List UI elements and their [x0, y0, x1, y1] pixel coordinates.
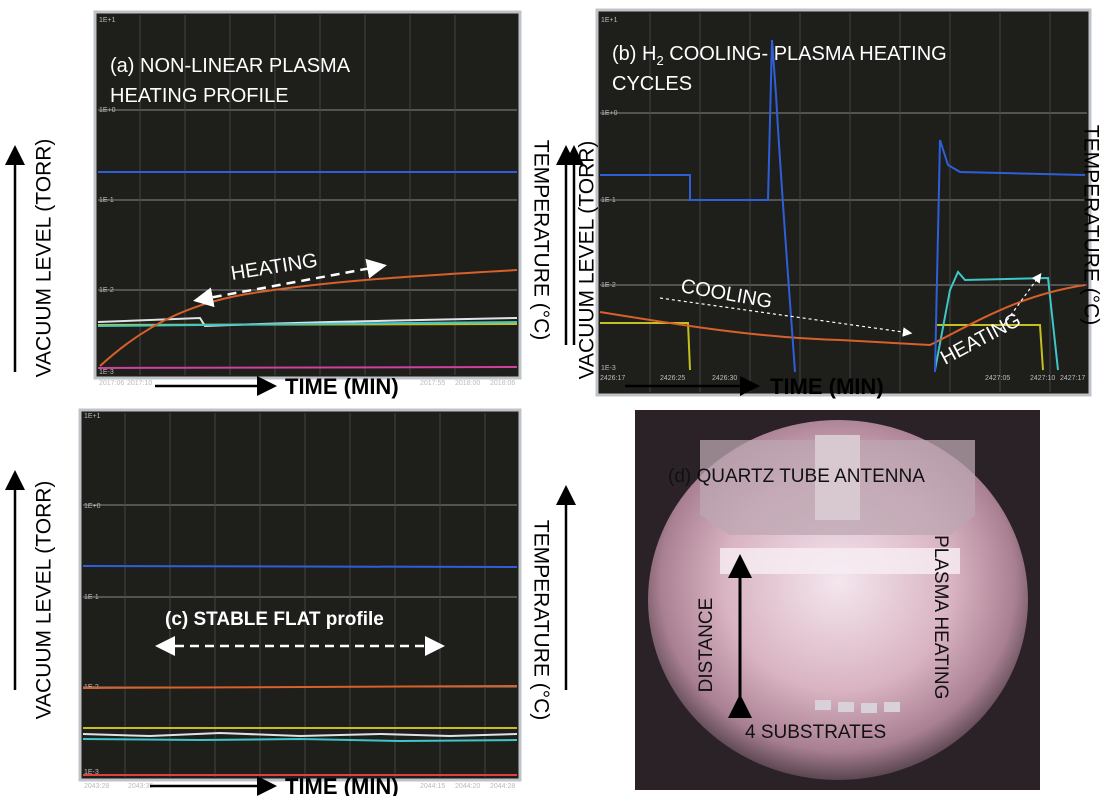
x-tick-label: 2426:17 [600, 375, 625, 382]
y2-axis-label: TEMPERATURE (°C) [529, 140, 552, 341]
x-tick-label: 2044:15 [420, 783, 445, 790]
panel-title: CYCLES [612, 73, 692, 95]
x-tick-label: 2426:30 [712, 375, 737, 382]
x-tick-label: 2044:28 [490, 783, 515, 790]
panel-title: (a) NON-LINEAR PLASMA [110, 55, 351, 77]
x-tick-label: 2427:17 [1060, 375, 1085, 382]
panel-title: HEATING PROFILE [110, 85, 289, 107]
y-tick-label: 1E-3 [601, 365, 616, 372]
figure: 1E+1 1E+0 1E-1 1E-2 1E-3 (a) NON-LINEAR … [0, 0, 1105, 796]
x-axis-label: TIME (MIN) [285, 374, 399, 399]
panel-a: 1E+1 1E+0 1E-1 1E-2 1E-3 (a) NON-LINEAR … [15, 12, 574, 399]
x-axis-label: TIME (MIN) [285, 774, 399, 796]
y-tick-label: 1E+0 [601, 110, 618, 117]
y-tick-label: 1E-2 [99, 287, 114, 294]
y-tick-label: 1E-3 [99, 369, 114, 376]
y-tick-label: 1E-1 [84, 594, 99, 601]
x-axis-label: TIME (MIN) [770, 374, 884, 399]
x-tick-label: 2043:28 [84, 783, 109, 790]
annotation: (c) STABLE FLAT profile [165, 609, 384, 630]
screen [80, 410, 520, 780]
y-axis-label: VACUUM LEVEL (TORR) [576, 141, 599, 380]
y-axis-label: VACUUM LEVEL (TORR) [33, 139, 56, 378]
x-tick-label: 2427:05 [985, 375, 1010, 382]
panel-b: 1E+1 1E+0 1E-1 1E-2 1E-3 (b) H2 COOLING-… [576, 10, 1103, 399]
panel-c: 1E+1 1E+0 1E-1 1E-2 1E-3 (c) STABLE FLAT… [15, 410, 566, 796]
y-tick-label: 1E+0 [84, 503, 101, 510]
y2-axis-label: TEMPERATURE (°C) [529, 520, 552, 721]
label: PLASMA HEATING [930, 535, 951, 699]
y-tick-label: 1E-1 [601, 197, 616, 204]
x-tick-label: 2044:20 [455, 783, 480, 790]
plasma-glow [720, 548, 960, 574]
x-tick-label: 2017:06 [99, 380, 124, 387]
y-tick-label: 1E+0 [99, 107, 116, 114]
y-axis-label: VACUUM LEVEL (TORR) [33, 481, 56, 720]
y-tick-label: 1E+1 [601, 17, 618, 24]
label: DISTANCE [696, 598, 717, 693]
title-part: (b) H [612, 43, 656, 65]
x-tick-label: 2018:06 [490, 380, 515, 387]
x-tick-label: 2017:10 [127, 380, 152, 387]
label: 4 SUBSTRATES [745, 722, 886, 743]
panel-d: (d) QUARTZ TUBE ANTENNA PLASMA HEATING D… [635, 410, 1040, 790]
x-tick-label: 2043:35 [128, 783, 153, 790]
y2-axis-label: TEMPERATURE (°C) [1079, 125, 1102, 326]
x-tick-label: 2018:00 [455, 380, 480, 387]
x-tick-label: 2426:25 [660, 375, 685, 382]
y-tick-label: 1E-1 [99, 197, 114, 204]
y-tick-label: 1E-2 [601, 282, 616, 289]
title-subscript: 2 [656, 53, 663, 68]
x-tick-label: 2017:55 [420, 380, 445, 387]
title-part: COOLING- PLASMA HEATING [664, 43, 947, 65]
x-tick-label: 2427:10 [1030, 375, 1055, 382]
label: (d) QUARTZ TUBE ANTENNA [668, 466, 925, 487]
screen [597, 10, 1090, 395]
y-tick-label: 1E+1 [84, 413, 101, 420]
y-tick-label: 1E+1 [99, 17, 116, 24]
